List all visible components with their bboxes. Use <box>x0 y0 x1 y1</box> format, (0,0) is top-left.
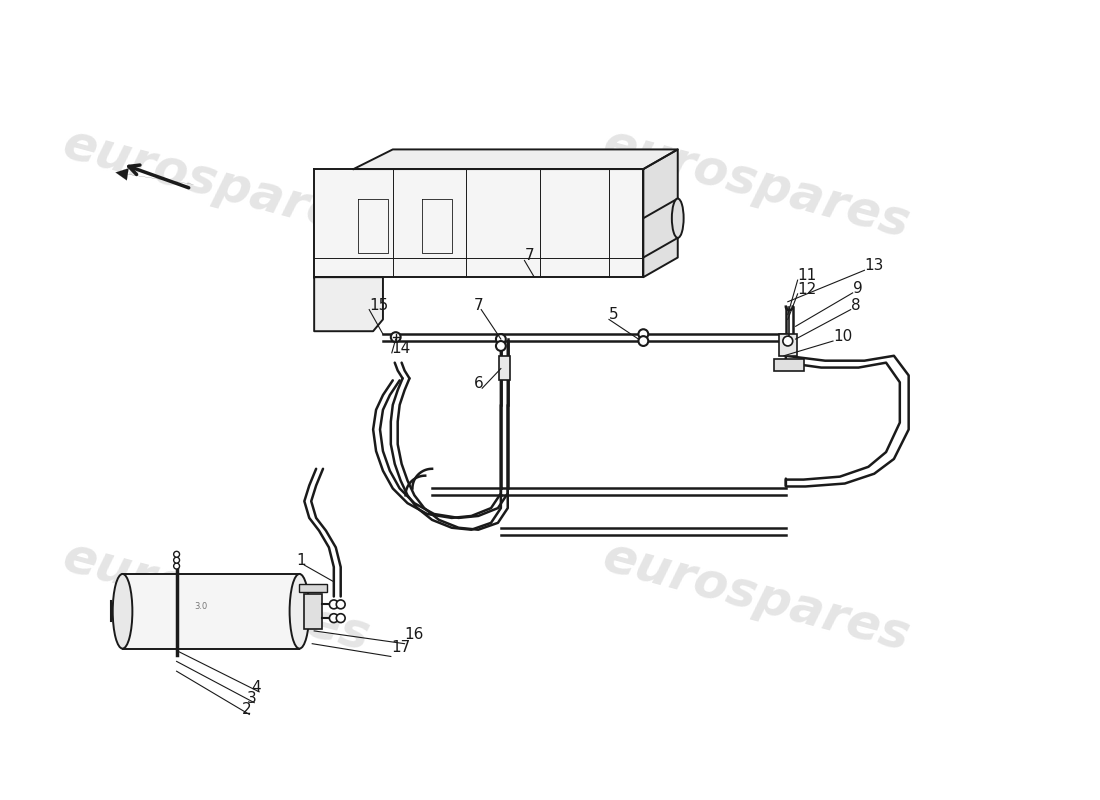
Bar <box>774 358 803 370</box>
Text: eurospares: eurospares <box>57 533 375 661</box>
Ellipse shape <box>289 574 309 649</box>
Text: 10: 10 <box>833 329 853 344</box>
Polygon shape <box>353 150 678 169</box>
Circle shape <box>337 614 345 622</box>
Bar <box>779 334 796 356</box>
Text: 17: 17 <box>390 639 410 654</box>
Text: 12: 12 <box>798 282 817 297</box>
Circle shape <box>496 334 506 344</box>
Text: 11: 11 <box>798 268 817 283</box>
Circle shape <box>329 614 338 622</box>
Text: 8: 8 <box>850 298 860 313</box>
Text: 14: 14 <box>392 341 411 356</box>
Text: 1: 1 <box>297 553 306 568</box>
Text: 6: 6 <box>474 376 484 391</box>
Text: 15: 15 <box>370 298 388 313</box>
Text: 4: 4 <box>251 680 261 695</box>
Text: 2: 2 <box>242 702 251 718</box>
Bar <box>299 584 327 592</box>
Circle shape <box>174 563 179 569</box>
Bar <box>499 356 509 380</box>
Text: 13: 13 <box>865 258 883 274</box>
Text: 16: 16 <box>405 626 424 642</box>
Text: 3: 3 <box>246 690 256 706</box>
Text: 7: 7 <box>525 249 535 263</box>
Circle shape <box>638 330 648 339</box>
Polygon shape <box>315 169 644 277</box>
Circle shape <box>329 600 338 609</box>
Text: eurospares: eurospares <box>57 120 375 248</box>
Bar <box>122 574 299 649</box>
Bar <box>305 594 322 629</box>
Ellipse shape <box>112 574 132 649</box>
Text: 5: 5 <box>609 307 618 322</box>
Ellipse shape <box>672 198 683 238</box>
Circle shape <box>174 558 179 563</box>
Text: eurospares: eurospares <box>597 120 915 248</box>
Polygon shape <box>315 277 383 331</box>
Text: 9: 9 <box>852 281 862 296</box>
Text: 3.0: 3.0 <box>195 602 208 611</box>
Text: eurospares: eurospares <box>597 533 915 661</box>
Circle shape <box>390 332 400 342</box>
Text: 7: 7 <box>473 298 483 313</box>
Circle shape <box>638 336 648 346</box>
Circle shape <box>496 341 506 351</box>
Polygon shape <box>644 150 678 277</box>
Circle shape <box>174 551 179 558</box>
Circle shape <box>337 600 345 609</box>
Circle shape <box>783 336 793 346</box>
